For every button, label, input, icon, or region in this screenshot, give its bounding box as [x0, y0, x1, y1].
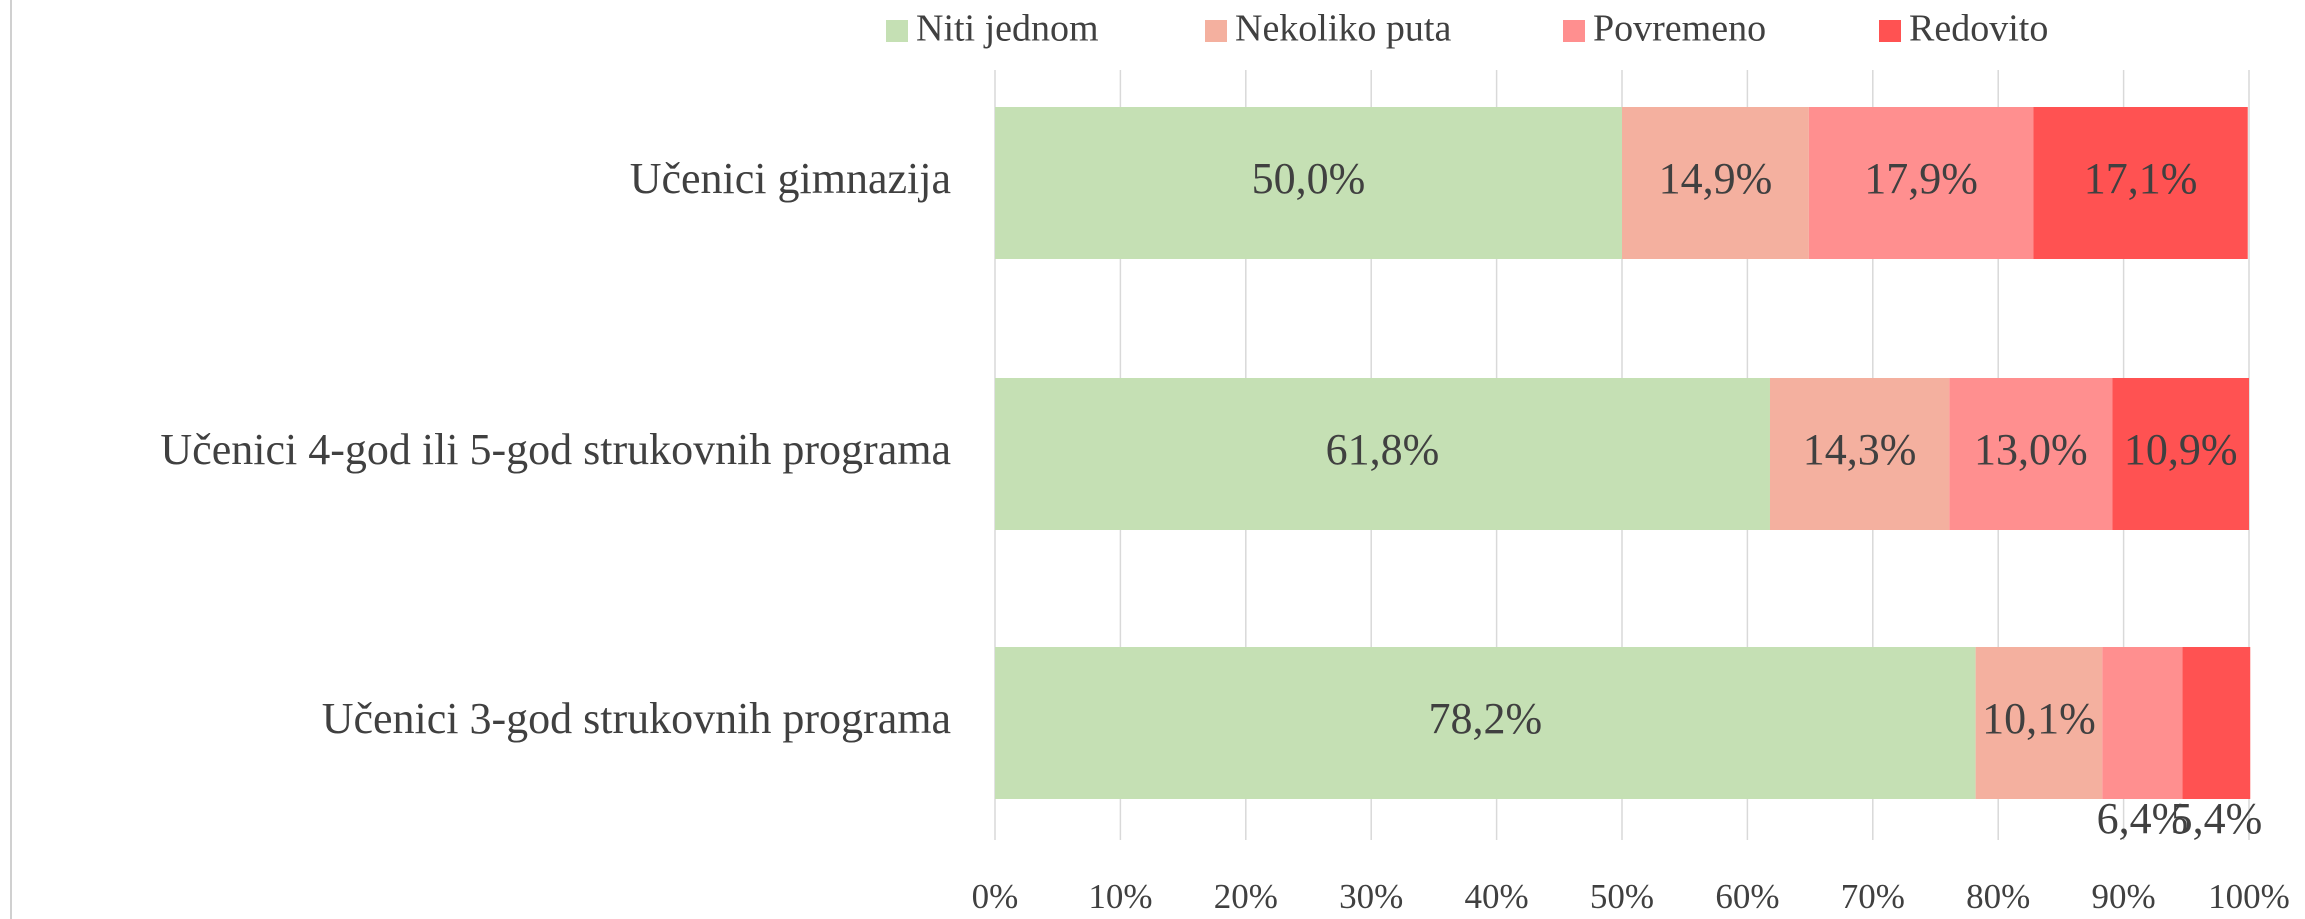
data-label: 14,3% [1803, 425, 1917, 474]
data-label: 78,2% [1428, 694, 1542, 743]
category-label: Učenici gimnazija [630, 154, 951, 203]
x-tick-label: 40% [1465, 877, 1529, 916]
legend-label: Nekoliko puta [1235, 8, 1451, 50]
x-tick-label: 80% [1966, 877, 2030, 916]
x-tick-label: 0% [972, 877, 1019, 916]
x-tick-label: 50% [1590, 877, 1654, 916]
data-label: 17,1% [2084, 154, 2198, 203]
bar-segment [995, 107, 1622, 259]
bar-segment [995, 647, 1976, 799]
bar-segment [2112, 378, 2249, 530]
bar-segment [1808, 107, 2034, 259]
data-label: 13,0% [1974, 425, 2088, 474]
x-tick-label: 30% [1339, 877, 1403, 916]
bar-segment [2182, 647, 2251, 799]
category-label: Učenici 3-god strukovnih programa [322, 694, 951, 743]
legend-swatch [1205, 20, 1227, 42]
x-tick-label: 10% [1088, 877, 1152, 916]
bar-segment [1622, 107, 1809, 259]
legend-label: Povremeno [1593, 8, 1766, 50]
x-tick-label: 90% [2092, 877, 2156, 916]
bar-segment [2102, 647, 2183, 799]
x-tick-label: 60% [1715, 877, 1779, 916]
legend-swatch [1879, 20, 1901, 42]
bar-segment [1769, 378, 1950, 530]
data-label: 10,1% [1982, 694, 2096, 743]
data-label: 6,4% [2097, 794, 2189, 843]
x-tick-label: 20% [1214, 877, 1278, 916]
bar-segment [1949, 378, 2113, 530]
legend-swatch [886, 20, 908, 42]
x-tick-label: 100% [2208, 877, 2290, 916]
data-label: 10,9% [2124, 425, 2238, 474]
data-label: 5,4% [2171, 794, 2263, 843]
legend-label: Redovito [1909, 8, 2048, 50]
data-label: 14,9% [1659, 154, 1773, 203]
x-tick-label: 70% [1841, 877, 1905, 916]
bar-segment [1975, 647, 2103, 799]
category-label: Učenici 4-god ili 5-god strukovnih progr… [160, 425, 951, 474]
legend-swatch [1563, 20, 1585, 42]
data-label: 50,0% [1252, 154, 1366, 203]
legend-label: Niti jednom [916, 8, 1099, 50]
bar-segment [995, 378, 1770, 530]
data-label: 61,8% [1326, 425, 1440, 474]
data-label: 17,9% [1864, 154, 1978, 203]
bar-segment [2033, 107, 2248, 259]
